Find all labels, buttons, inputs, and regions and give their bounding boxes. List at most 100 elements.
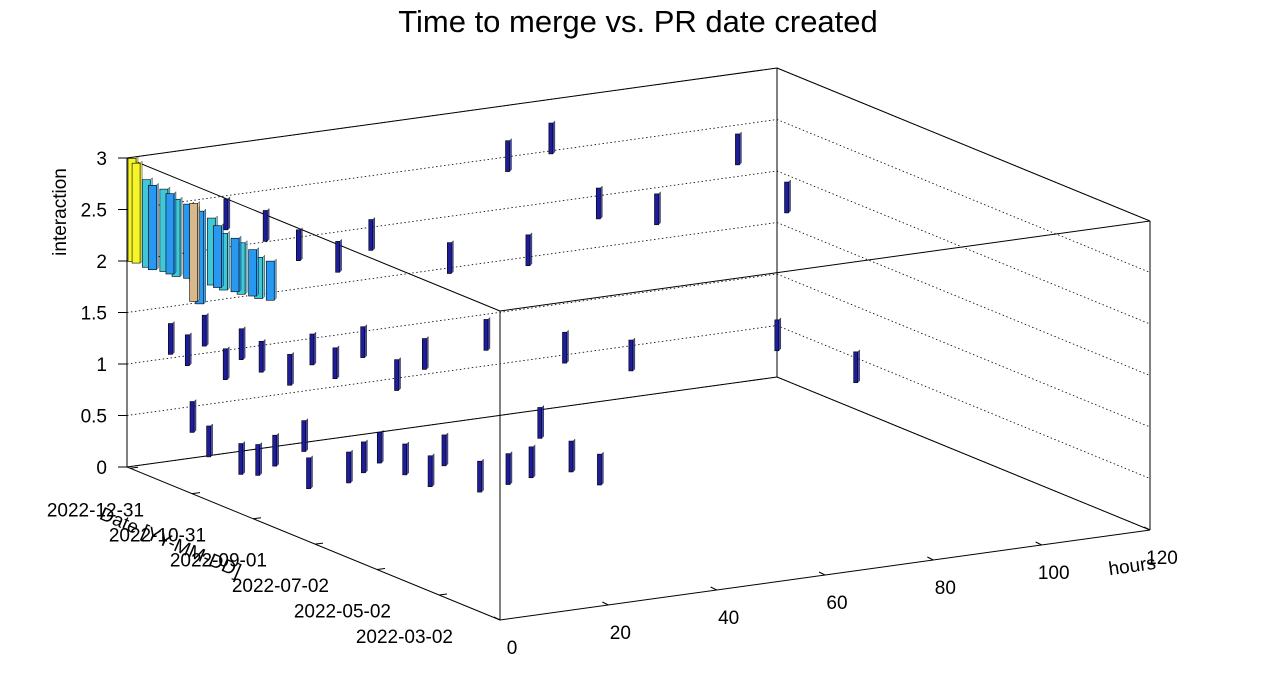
x-tick-label: 40: [718, 608, 739, 629]
grid-line: [126, 376, 1151, 531]
bar: [301, 420, 307, 452]
x-tick-label: 100: [1038, 563, 1070, 584]
y-tick-label: 2022-09-01: [170, 551, 267, 572]
bar: [525, 234, 531, 267]
bar-side: [244, 240, 248, 295]
bar-side: [242, 440, 246, 476]
chart-title: Time to merge vs. PR date created: [398, 4, 878, 39]
z-tick-label: 0.5: [81, 407, 107, 428]
bar-side: [197, 200, 200, 302]
bar: [774, 319, 780, 352]
x-tick-label: 60: [826, 593, 847, 614]
frame-edge: [126, 157, 501, 312]
grid-line: [126, 170, 1151, 325]
bar: [238, 328, 244, 360]
bar: [735, 133, 740, 166]
x-tick: [818, 571, 826, 576]
y-tick-label: 2022-12-31: [47, 500, 144, 521]
bar: [394, 359, 399, 391]
x-tick: [927, 556, 934, 561]
bar: [287, 354, 292, 386]
bar: [206, 425, 211, 458]
frame-edge: [126, 466, 501, 621]
bar: [168, 323, 173, 355]
bar-side: [203, 208, 207, 305]
bar: [548, 122, 554, 155]
bar: [272, 434, 277, 467]
frame-edge: [126, 376, 778, 468]
bar: [296, 229, 301, 262]
grid-line: [126, 273, 1151, 428]
bar: [165, 193, 175, 275]
bar: [265, 260, 275, 301]
bar-side: [172, 320, 175, 356]
bar: [421, 338, 427, 370]
frame-edge: [776, 67, 1151, 222]
y-tick: [252, 517, 262, 520]
bar: [248, 249, 257, 297]
bar: [148, 184, 157, 271]
frame-edge: [126, 67, 778, 159]
bar: [568, 440, 574, 473]
y-tick: [129, 466, 139, 469]
bar: [262, 210, 268, 242]
bar: [309, 333, 315, 366]
bar: [223, 198, 229, 231]
bar-side: [221, 223, 224, 289]
bar: [332, 347, 338, 380]
bar: [628, 339, 634, 372]
bar-side: [156, 182, 159, 271]
bar: [368, 219, 374, 251]
bar-side: [189, 332, 192, 367]
bar: [477, 460, 482, 493]
bar: [306, 457, 311, 490]
x-tick-label: 80: [935, 578, 956, 599]
y-tick-label: 2022-10-31: [109, 526, 206, 547]
y-tick: [191, 492, 201, 495]
bar-side: [227, 230, 230, 291]
bar-side: [179, 196, 183, 278]
bar: [189, 401, 195, 433]
bar: [230, 237, 240, 293]
y-tick: [314, 542, 324, 545]
x-tick-label: 20: [610, 623, 631, 644]
bar-side: [139, 160, 143, 264]
bar-side: [226, 346, 230, 381]
z-tick-label: 1: [96, 355, 107, 376]
bar: [189, 203, 198, 302]
grid-line: [126, 67, 1151, 222]
grid-line: [126, 325, 1151, 479]
x-tick-label: 0: [507, 638, 518, 659]
bar: [505, 140, 510, 172]
y-tick: [376, 568, 386, 571]
bar: [361, 441, 366, 474]
bar: [505, 453, 511, 485]
bar: [131, 162, 141, 264]
z-tick-label: 2: [96, 252, 107, 273]
bar-side: [205, 312, 209, 347]
bar: [360, 326, 365, 358]
z-tick-label: 1.5: [81, 304, 107, 325]
bar: [402, 443, 407, 476]
x-tick: [710, 586, 717, 591]
x-tick: [493, 616, 501, 621]
grid-line: [126, 119, 1151, 273]
bar-side: [210, 423, 213, 458]
frame-edge: [499, 220, 1151, 312]
bar: [595, 187, 601, 220]
bar: [238, 443, 244, 475]
bar: [335, 241, 340, 273]
bar: [258, 341, 264, 373]
bar: [222, 348, 228, 380]
bar: [654, 193, 659, 226]
bar: [346, 451, 351, 484]
bar-side: [227, 196, 231, 231]
x-tick: [1035, 541, 1042, 546]
z-tick-label: 2.5: [81, 201, 107, 222]
bar: [201, 314, 207, 347]
bar-side: [242, 326, 246, 361]
bar-side: [193, 398, 197, 434]
bar: [528, 446, 534, 479]
x-tick-label: 120: [1146, 548, 1178, 569]
